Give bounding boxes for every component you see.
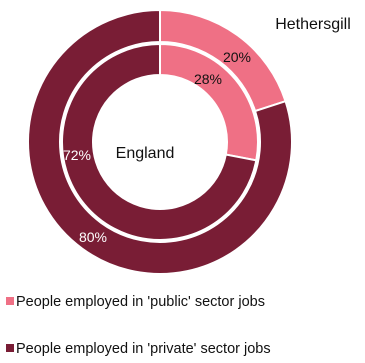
legend-swatch-public — [6, 297, 14, 305]
legend-swatch-private — [6, 344, 14, 352]
legend-label-public: People employed in 'public' sector jobs — [16, 294, 265, 310]
legend-label-private: People employed in 'private' sector jobs — [16, 341, 271, 357]
legend-item-private: People employed in 'private' sector jobs — [6, 341, 271, 357]
outer-private-value-label: 80% — [79, 229, 107, 245]
outer-ring-title: Hethersgill — [275, 16, 351, 33]
outer-ring-hethersgill — [27, 8, 293, 275]
inner-ring-title: England — [116, 145, 175, 162]
inner-ring-england — [61, 42, 259, 241]
inner-public-value-label: 28% — [194, 71, 222, 87]
inner-ring-slice-private — [61, 42, 258, 241]
inner-private-value-label: 72% — [63, 147, 91, 163]
outer-ring-slice-private — [27, 8, 293, 275]
donut-chart: Hethersgill England 20% 28% 72% 80% — [27, 8, 351, 275]
outer-public-value-label: 20% — [223, 49, 251, 65]
legend-item-public: People employed in 'public' sector jobs — [6, 294, 265, 310]
